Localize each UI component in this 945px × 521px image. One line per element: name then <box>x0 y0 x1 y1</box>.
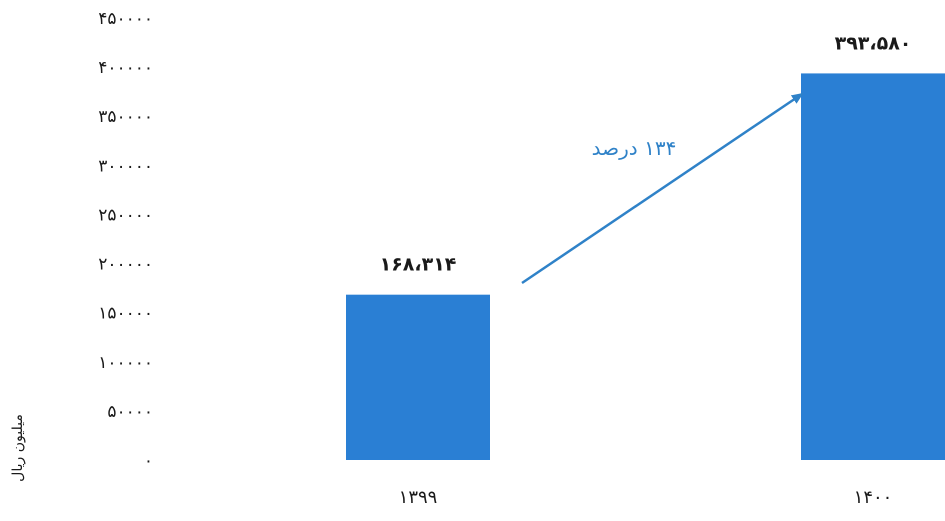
y-tick-label: ۲۰۰۰۰۰ <box>98 255 153 275</box>
bar <box>346 294 490 460</box>
x-axis-tick-labels: ۱۳۹۹ ۱۴۰۰ <box>399 487 893 508</box>
bar <box>801 73 945 460</box>
y-tick-label: ۵۰۰۰۰ <box>107 402 153 422</box>
x-tick-label: ۱۴۰۰ <box>854 487 893 508</box>
y-tick-label: ۰ <box>144 451 153 471</box>
y-tick-label: ۳۰۰۰۰۰ <box>98 156 153 176</box>
growth-arrow <box>521 92 804 285</box>
y-axis-tick-labels: ۰ ۵۰۰۰۰ ۱۰۰۰۰۰ ۱۵۰۰۰۰ ۲۰۰۰۰۰ ۲۵۰۰۰۰ ۳۰۰۰۰۰ ۳۵۰۰… <box>98 9 153 471</box>
data-label: ۳۹۳،۵۸۰ <box>835 32 912 54</box>
data-label: ۱۶۸،۳۱۴ <box>380 254 457 276</box>
growth-annotation: ۱۳۴ درصد <box>521 92 804 285</box>
y-tick-label: ۱۰۰۰۰۰ <box>98 353 153 373</box>
y-tick-label: ۴۰۰۰۰۰ <box>98 58 153 78</box>
growth-annotation-text: ۱۳۴ درصد <box>592 136 677 160</box>
x-tick-label: ۱۳۹۹ <box>399 487 438 508</box>
bars <box>346 73 945 460</box>
y-tick-label: ۲۵۰۰۰۰ <box>98 205 153 225</box>
y-tick-label: ۳۵۰۰۰۰ <box>98 107 153 127</box>
y-tick-label: ۴۵۰۰۰۰ <box>98 9 153 29</box>
y-axis-label: میلیون ریال <box>10 414 26 482</box>
data-labels: ۱۶۸،۳۱۴ ۳۹۳،۵۸۰ <box>380 32 912 275</box>
y-tick-label: ۱۵۰۰۰۰ <box>98 304 153 324</box>
